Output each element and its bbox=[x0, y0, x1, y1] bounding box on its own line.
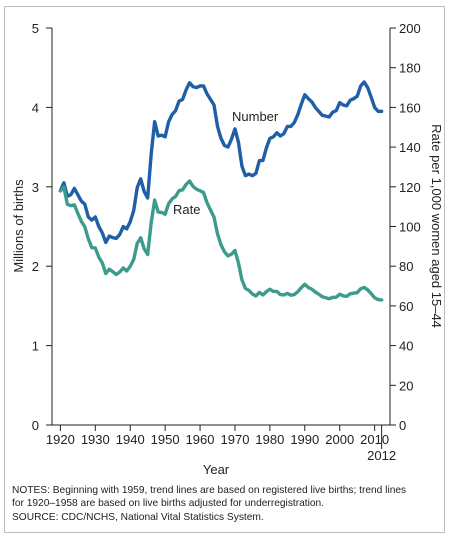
x-tick-label: 1930 bbox=[81, 432, 110, 447]
x-tick-label: 1920 bbox=[46, 432, 75, 447]
tick-marks bbox=[46, 27, 396, 449]
x-tick-label: 1990 bbox=[290, 432, 319, 447]
y-right-tick-label: 200 bbox=[399, 21, 421, 36]
y-right-tick-label: 20 bbox=[399, 378, 413, 393]
x-axis-label: Year bbox=[203, 462, 230, 477]
notes-line-2: for 1920–1958 are based on live births a… bbox=[12, 498, 325, 510]
x-tick-label: 1960 bbox=[186, 432, 215, 447]
y-right-tick-label: 140 bbox=[399, 140, 421, 155]
y-left-tick-label: 2 bbox=[32, 259, 39, 274]
y-axis-left-label: Millions of births bbox=[11, 179, 26, 273]
y-left-tick-label: 4 bbox=[32, 100, 39, 115]
series-line-rate bbox=[58, 179, 384, 302]
series-label-number: Number bbox=[232, 109, 279, 124]
x-tick-label-2012: 2012 bbox=[367, 448, 396, 463]
y-right-tick-label: 100 bbox=[399, 220, 421, 235]
series-label-rate: Rate bbox=[173, 202, 200, 217]
tick-labels: 0 1 2 3 4 5 0 20 40 60 80 100 120 140 160 180 200 1920 193… bbox=[32, 21, 421, 463]
series-lines bbox=[58, 80, 384, 302]
y-right-tick-label: 120 bbox=[399, 180, 421, 195]
series-line-number bbox=[58, 80, 384, 245]
y-left-tick-label: 0 bbox=[32, 418, 39, 433]
y-right-tick-label: 180 bbox=[399, 61, 421, 76]
y-left-tick-label: 1 bbox=[32, 339, 39, 354]
x-tick-label: 2010 bbox=[360, 432, 389, 447]
y-left-tick-label: 3 bbox=[32, 180, 39, 195]
axes bbox=[51, 28, 391, 426]
x-tick-label: 1950 bbox=[151, 432, 180, 447]
y-right-tick-label: 160 bbox=[399, 100, 421, 115]
y-axis-right-label: Rate per 1,000 women aged 15–44 bbox=[429, 124, 444, 328]
x-tick-label: 2000 bbox=[325, 432, 354, 447]
x-tick-label: 1940 bbox=[116, 432, 145, 447]
notes: NOTES: Beginning with 1959, trend lines … bbox=[12, 484, 442, 524]
y-right-tick-label: 80 bbox=[399, 259, 413, 274]
x-tick-label: 1980 bbox=[255, 432, 284, 447]
y-right-tick-label: 40 bbox=[399, 339, 413, 354]
x-tick-label: 1970 bbox=[221, 432, 250, 447]
notes-line-3: SOURCE: CDC/NCHS, National Vital Statist… bbox=[12, 511, 264, 523]
y-left-tick-label: 5 bbox=[32, 21, 39, 36]
notes-line-1: NOTES: Beginning with 1959, trend lines … bbox=[12, 485, 407, 496]
y-right-tick-label: 60 bbox=[399, 299, 413, 314]
y-right-tick-label: 0 bbox=[399, 418, 406, 433]
